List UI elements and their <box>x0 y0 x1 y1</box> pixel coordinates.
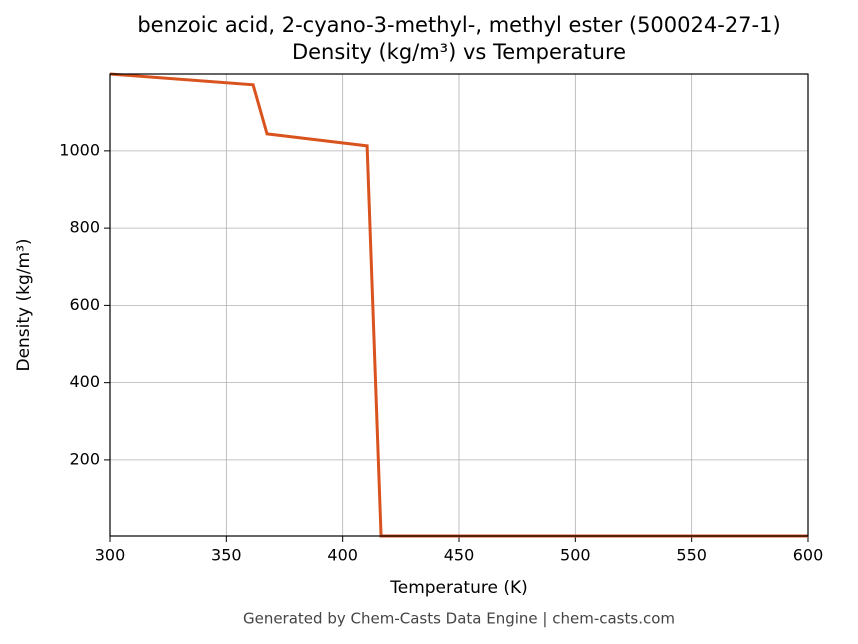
plot-frame <box>109 73 809 537</box>
x-tick-label: 550 <box>676 546 707 565</box>
x-tick-label: 600 <box>793 546 824 565</box>
y-axis-label: Density (kg/m³) <box>14 238 34 371</box>
y-tick-label: 600 <box>69 295 100 314</box>
x-tick-label: 400 <box>327 546 358 565</box>
chart-title: benzoic acid, 2-cyano-3-methyl-, methyl … <box>137 13 780 37</box>
y-tick-label: 1000 <box>59 140 100 159</box>
x-tick-label: 300 <box>95 546 126 565</box>
chart-subtitle: Density (kg/m³) vs Temperature <box>292 40 626 64</box>
footer: Generated by Chem-Casts Data Engine | ch… <box>243 610 675 628</box>
x-axis-label: Temperature (K) <box>389 578 528 598</box>
x-tick-label: 450 <box>444 546 475 565</box>
y-tick-label: 400 <box>69 372 100 391</box>
x-tick-label: 500 <box>560 546 591 565</box>
y-tick-label: 200 <box>69 449 100 468</box>
y-tick-label: 800 <box>69 218 100 237</box>
x-tick-label: 350 <box>211 546 242 565</box>
